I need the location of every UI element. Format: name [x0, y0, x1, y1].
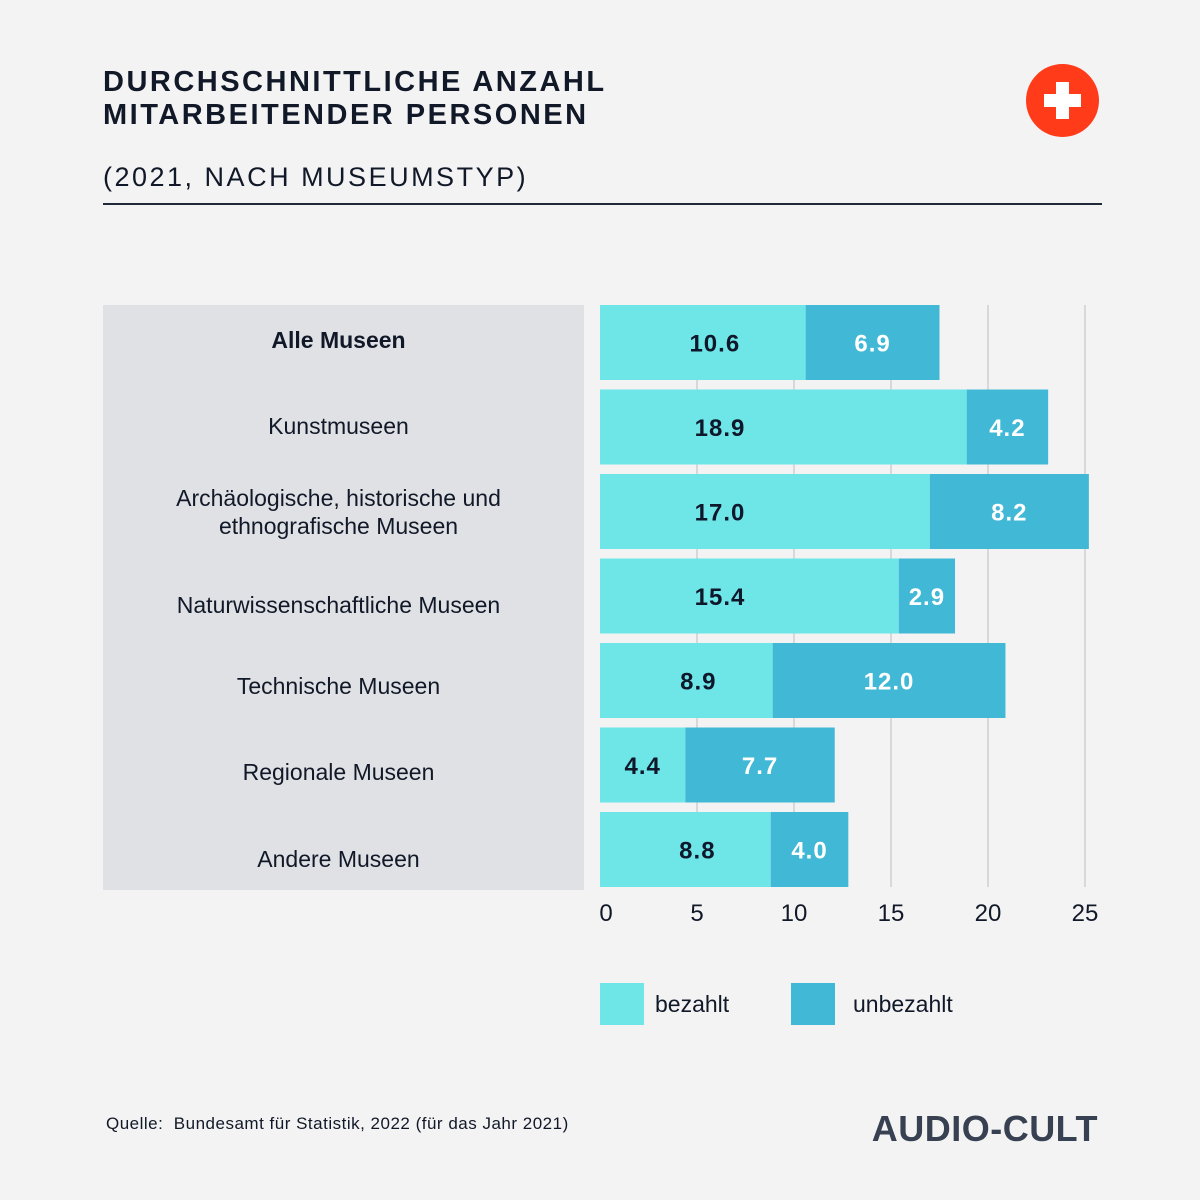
chart-title-line-1: DURCHSCHNITTLICHE ANZAHL: [103, 66, 607, 98]
brand-logo-text: AUDIO-CULT: [871, 1108, 1098, 1149]
data-label-unbezahlt: 4.0: [791, 838, 827, 865]
data-label-unbezahlt: 8.2: [991, 500, 1027, 527]
data-label-bezahlt: 10.6: [689, 331, 740, 358]
bar-bezahlt: [600, 474, 930, 549]
bar-unbezahlt: [898, 558, 956, 634]
data-label-unbezahlt: 7.7: [742, 753, 778, 780]
bar-bezahlt: [600, 389, 967, 465]
x-tick-label: 15: [878, 900, 905, 927]
data-label-unbezahlt: 2.9: [909, 584, 945, 611]
bar-unbezahlt: [772, 643, 1006, 718]
category-label-line: ethnografische Museen: [218, 513, 459, 539]
data-label-bezahlt: 8.8: [679, 838, 715, 865]
bar-bezahlt: [600, 558, 899, 634]
category-label-regionale-museen: Regionale Museen: [242, 759, 435, 785]
swiss-cross-icon: [1026, 64, 1099, 137]
chart-title: DURCHSCHNITTLICHE ANZAHL MITARBEITENDER …: [103, 66, 607, 132]
legend-swatch-bezahlt: [600, 983, 644, 1025]
data-label-unbezahlt: 4.2: [989, 415, 1025, 442]
bar-bezahlt: [600, 812, 771, 887]
chart-subtitle: (2021, NACH MUSEUMSTYP): [103, 162, 529, 192]
category-label-technische-museen: Technische Museen: [236, 673, 441, 699]
bar-bezahlt: [600, 727, 686, 803]
x-tick-label: 25: [1072, 900, 1099, 927]
legend-swatch-unbezahlt: [791, 983, 835, 1025]
data-label-bezahlt: 17.0: [695, 500, 746, 527]
data-label-unbezahlt: 12.0: [864, 669, 915, 696]
data-label-bezahlt: 18.9: [695, 415, 746, 442]
data-label-bezahlt: 4.4: [624, 753, 660, 780]
data-label-bezahlt: 8.9: [680, 669, 716, 696]
source-note: Quelle: Bundesamt für Statistik, 2022 (f…: [106, 1114, 569, 1133]
category-label-alle-museen: Alle Museen: [271, 327, 406, 353]
data-label-unbezahlt: 6.9: [854, 331, 890, 358]
category-label-line: Archäologische, historische und: [176, 485, 501, 511]
bar-unbezahlt: [770, 812, 849, 887]
category-label-panel: [103, 305, 584, 890]
data-label-bezahlt: 15.4: [695, 584, 746, 611]
x-tick-label: 10: [781, 900, 808, 927]
x-tick-label: 20: [975, 900, 1002, 927]
category-label-kunstmuseen: Kunstmuseen: [268, 413, 409, 439]
title-divider: [103, 203, 1102, 205]
bar-unbezahlt: [685, 727, 835, 803]
category-label-archaeologische-museen: Archäologische, historische und ethnogra…: [103, 484, 574, 540]
bar-unbezahlt: [805, 305, 940, 380]
x-tick-label: 5: [690, 900, 703, 927]
legend-label-unbezahlt: unbezahlt: [853, 991, 953, 1017]
bar-unbezahlt: [929, 474, 1089, 549]
bar-bezahlt: [600, 305, 806, 380]
category-label-andere-museen: Andere Museen: [257, 846, 420, 872]
legend-label-bezahlt: bezahlt: [655, 991, 730, 1017]
category-label-naturwissenschaftliche-museen: Naturwissenschaftliche Museen: [176, 592, 501, 618]
chart-title-line-2: MITARBEITENDER PERSONEN: [103, 99, 589, 131]
x-tick-label: 0: [599, 900, 612, 927]
bar-bezahlt: [600, 643, 773, 718]
bar-unbezahlt: [966, 389, 1049, 465]
